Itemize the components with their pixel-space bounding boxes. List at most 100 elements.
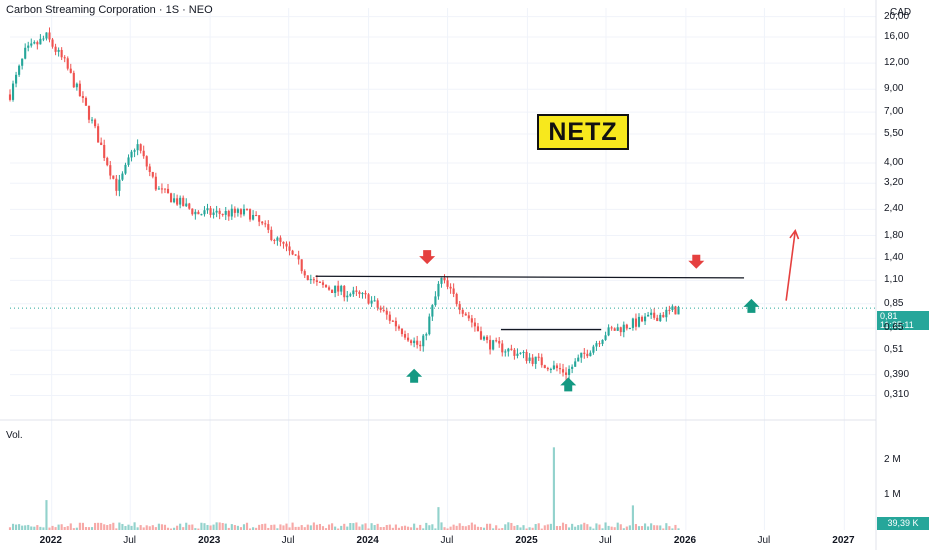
candle-body — [267, 224, 270, 230]
candle-body — [413, 340, 416, 344]
candle-body — [631, 318, 634, 328]
arrow-up-marker — [406, 368, 423, 383]
candle-body — [255, 215, 258, 217]
candle-body — [142, 150, 145, 157]
volume-bar — [355, 522, 358, 530]
candle-body — [464, 313, 467, 316]
candle-body — [303, 271, 306, 276]
volume-bar — [276, 528, 279, 530]
candle-body — [385, 310, 388, 315]
candle-body — [440, 277, 443, 284]
arrow-up-marker — [743, 298, 760, 313]
volume-bar — [60, 524, 63, 530]
volume-bar — [209, 525, 212, 530]
volume-bar — [18, 524, 21, 530]
bar-countdown: 11:25:11 — [880, 320, 914, 330]
candle-body — [145, 156, 148, 167]
volume-bar — [361, 524, 364, 530]
candle-body — [394, 320, 397, 327]
candle-body — [358, 291, 361, 295]
candle-body — [90, 119, 94, 121]
candle-body — [8, 94, 12, 100]
candle-body — [510, 348, 513, 350]
candle-body — [561, 369, 565, 373]
volume-bar — [258, 524, 261, 530]
candle-body — [501, 343, 504, 353]
projection-arrow-head — [789, 228, 800, 240]
candle-body — [315, 280, 318, 282]
candle-body — [27, 45, 30, 48]
candle-body — [33, 42, 36, 44]
volume-bar — [668, 526, 671, 530]
candle-body — [571, 366, 574, 369]
price-tick-label: 9,00 — [884, 83, 904, 95]
candle-body — [604, 335, 607, 340]
volume-bar — [279, 524, 282, 530]
candle-body — [595, 343, 598, 347]
candle-body — [504, 351, 507, 353]
candle-body — [558, 368, 562, 370]
volume-bar — [656, 525, 659, 530]
candle-body — [674, 306, 677, 315]
candle-body — [57, 49, 60, 52]
candle-body — [21, 58, 24, 66]
volume-bar — [176, 525, 179, 530]
resistance-line — [315, 275, 745, 279]
volume-bar — [245, 522, 249, 530]
candle-body — [285, 243, 288, 247]
candle-body — [182, 197, 185, 207]
volume-bar — [437, 507, 440, 530]
volume-bar — [203, 523, 206, 530]
candle-body — [552, 365, 555, 370]
candle-body — [580, 352, 583, 358]
candle-body — [84, 97, 88, 106]
candle-body — [179, 197, 182, 205]
volume-bar — [489, 523, 492, 530]
candle-body — [653, 312, 656, 318]
volume-bar — [443, 527, 446, 530]
candle-body — [109, 165, 112, 176]
price-tick-label: 0,390 — [884, 368, 910, 380]
volume-bar — [428, 525, 431, 530]
volume-bar — [8, 527, 12, 530]
candle-body — [619, 327, 622, 333]
candle-body — [60, 49, 63, 58]
candle-body — [528, 357, 531, 361]
candle-body — [169, 193, 173, 203]
time-tick-label: Jul — [281, 535, 295, 546]
volume-bar — [470, 522, 473, 530]
time-tick-label: Jul — [440, 535, 454, 546]
candle-body — [373, 300, 376, 302]
candle-body — [455, 293, 458, 305]
price-tick-label: 2,40 — [884, 203, 904, 215]
candle-body — [671, 306, 674, 310]
volume-bar — [248, 528, 252, 530]
candle-body — [54, 46, 57, 52]
volume-bar — [340, 525, 343, 530]
volume-bar — [45, 500, 48, 530]
candle-body — [403, 334, 407, 338]
volume-bar — [239, 527, 242, 530]
volume-bar — [121, 523, 124, 530]
volume-bar — [397, 527, 401, 530]
volume-bar — [87, 527, 91, 530]
volume-bar — [403, 525, 407, 530]
candle-body — [258, 215, 261, 222]
candle-body — [479, 331, 483, 340]
volume-bar — [595, 523, 598, 530]
volume-bar — [446, 528, 449, 530]
candle-body — [346, 295, 349, 298]
candle-body — [321, 282, 325, 285]
volume-bar — [315, 524, 318, 530]
candle-body — [622, 324, 625, 333]
volume-bar — [349, 523, 352, 530]
volume-bar — [422, 528, 425, 530]
volume-bar — [273, 524, 276, 530]
volume-bar — [124, 526, 127, 530]
candle-body — [291, 250, 294, 255]
candle-body — [425, 334, 428, 336]
volume-bar — [94, 522, 97, 530]
volume-bar — [455, 525, 458, 530]
volume-bar — [449, 526, 452, 530]
